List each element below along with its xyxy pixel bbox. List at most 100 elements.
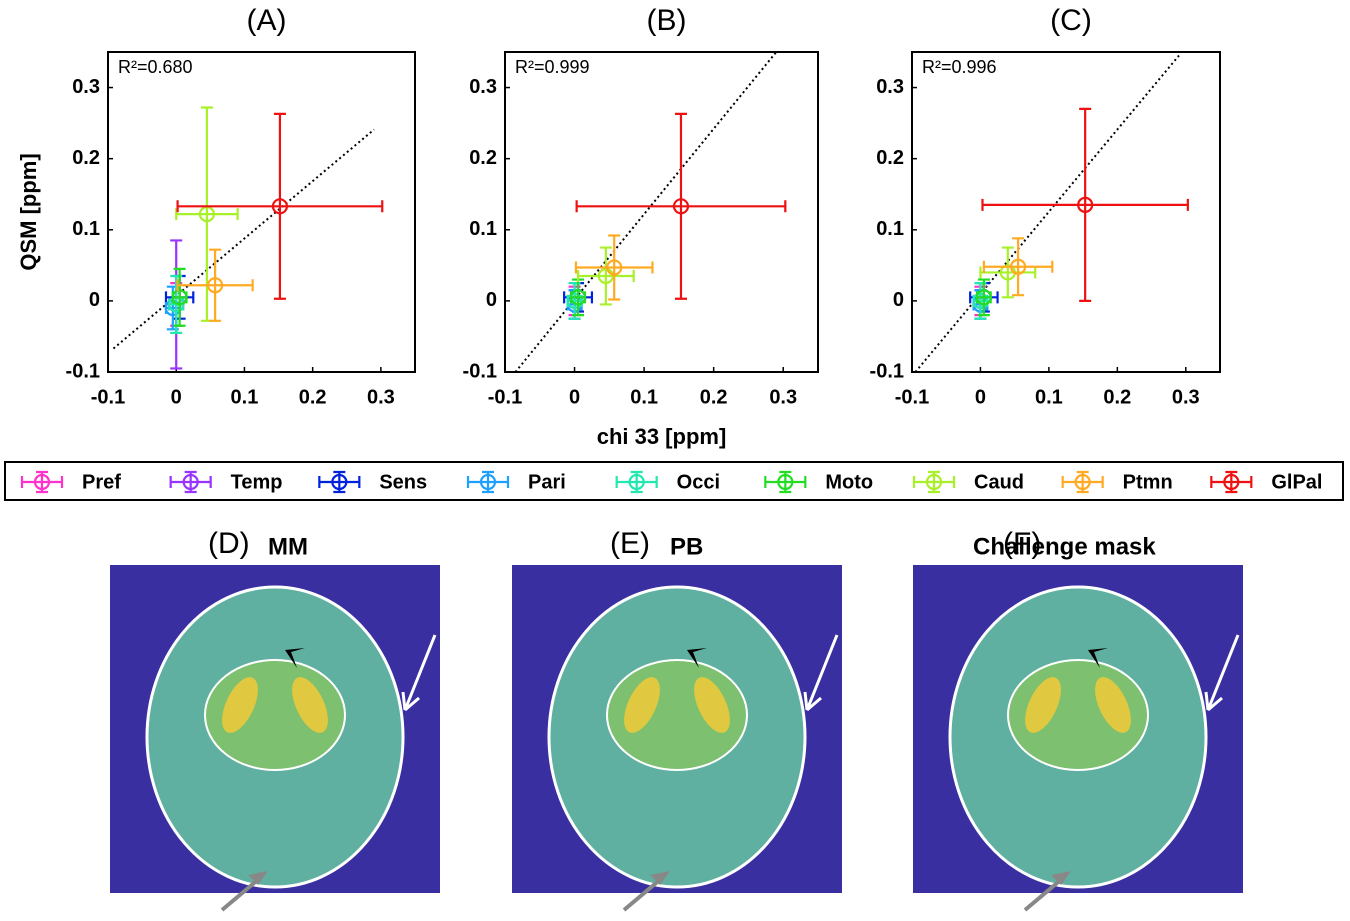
y-axis-label: QSM [ppm]	[16, 153, 41, 270]
marker	[975, 289, 992, 306]
legend-label: Occi	[677, 471, 720, 493]
panel-title: PB	[670, 533, 703, 560]
series	[566, 282, 583, 320]
x-tick-label: -0.1	[895, 386, 929, 408]
x-error-bar	[981, 198, 1189, 211]
x-error-bar	[576, 270, 635, 282]
x-tick-label: 0.3	[769, 386, 797, 408]
series	[979, 246, 1037, 299]
legend-bar	[318, 470, 361, 494]
gray-arrowhead	[248, 871, 268, 885]
nucleus	[292, 677, 328, 733]
marker	[569, 289, 587, 306]
series	[972, 282, 989, 320]
marker	[207, 277, 224, 294]
fit-line	[112, 128, 375, 350]
x-error-bar	[979, 266, 1037, 279]
y-tick-label: -0.1	[66, 360, 100, 382]
chart-title: (C)	[1050, 4, 1092, 37]
legend-marker	[1061, 470, 1104, 494]
y-tick-label: -0.1	[870, 360, 904, 382]
y-tick-label: -0.1	[463, 360, 497, 382]
legend-circle	[1074, 473, 1091, 491]
legend-bar	[20, 470, 64, 494]
series	[982, 237, 1054, 297]
axes-box	[911, 51, 1221, 373]
gray-arrow	[1023, 876, 1065, 912]
legend-circle	[1223, 473, 1240, 491]
panel-label: (D)	[208, 527, 250, 560]
fit-line	[914, 54, 1180, 373]
marker	[672, 198, 690, 215]
legend-circle	[777, 473, 794, 491]
x-tick-label: 0.2	[700, 386, 728, 408]
panel-label: (E)	[610, 527, 650, 560]
black-arrowhead	[285, 648, 305, 668]
legend-marker	[615, 470, 658, 494]
nucleus	[1025, 677, 1061, 733]
chart-title: (B)	[647, 4, 687, 37]
y-tick-label: 0.2	[876, 147, 904, 169]
marker	[597, 267, 614, 285]
x-error-bar	[176, 279, 254, 292]
gray-arrow	[220, 876, 262, 912]
chart-title: (A)	[247, 4, 287, 37]
legend-circle	[925, 473, 943, 491]
black-arrowhead	[1088, 648, 1108, 668]
marker	[171, 289, 188, 306]
series	[576, 246, 635, 306]
series	[569, 278, 587, 317]
nucleus	[1095, 677, 1131, 733]
series	[575, 112, 787, 300]
x-error-bar	[176, 200, 384, 213]
panel-title: Challenge mask	[973, 533, 1156, 560]
legend-label: Ptmn	[1123, 471, 1173, 493]
gray-arrowhead	[1051, 871, 1071, 885]
x-tick-label: 0	[171, 386, 182, 408]
y-tick-label: 0.1	[469, 218, 497, 240]
legend-label: Pari	[528, 471, 566, 493]
x-tick-label: -0.1	[488, 386, 522, 408]
legend-box	[4, 461, 1344, 501]
legend-marker	[764, 470, 807, 494]
x-error-bar	[574, 261, 654, 274]
marker	[566, 292, 583, 309]
y-tick-label: 0.2	[72, 147, 100, 169]
x-tick-label: 0.3	[1172, 386, 1200, 408]
legend-marker	[466, 470, 510, 494]
y-tick-label: 0	[893, 289, 904, 311]
y-tick-label: 0	[89, 289, 100, 311]
legend-label: Moto	[825, 471, 873, 493]
gray-arrowhead	[650, 871, 670, 885]
y-tick-label: 0.1	[876, 218, 904, 240]
legend-bar	[169, 470, 212, 494]
legend-marker	[318, 470, 361, 494]
x-tick-label: 0.2	[1103, 386, 1131, 408]
legend-label: Sens	[379, 471, 427, 493]
series	[175, 106, 239, 322]
series	[176, 248, 254, 322]
x-tick-label: 0.3	[367, 386, 395, 408]
legend-circle	[331, 473, 348, 491]
marker	[1009, 258, 1027, 275]
x-error-bar	[982, 260, 1054, 273]
series	[574, 234, 654, 301]
legend-bar	[1061, 470, 1104, 494]
nucleus	[624, 677, 660, 733]
marker	[271, 198, 289, 215]
fit-line	[514, 51, 778, 373]
y-tick-label: 0.2	[469, 147, 497, 169]
legend-circle	[628, 473, 645, 491]
x-axis-label: chi 33 [ppm]	[597, 424, 727, 449]
legend-bar	[615, 470, 658, 494]
x-error-bar	[575, 200, 787, 213]
marker	[606, 259, 623, 276]
x-tick-label: 0	[975, 386, 986, 408]
y-tick-label: 0.3	[72, 76, 100, 98]
legend-marker	[169, 470, 212, 494]
y-tick-label: 0	[486, 289, 497, 311]
x-tick-label: 0.1	[1035, 386, 1063, 408]
marker	[1077, 196, 1094, 213]
legend-circle	[479, 473, 497, 491]
